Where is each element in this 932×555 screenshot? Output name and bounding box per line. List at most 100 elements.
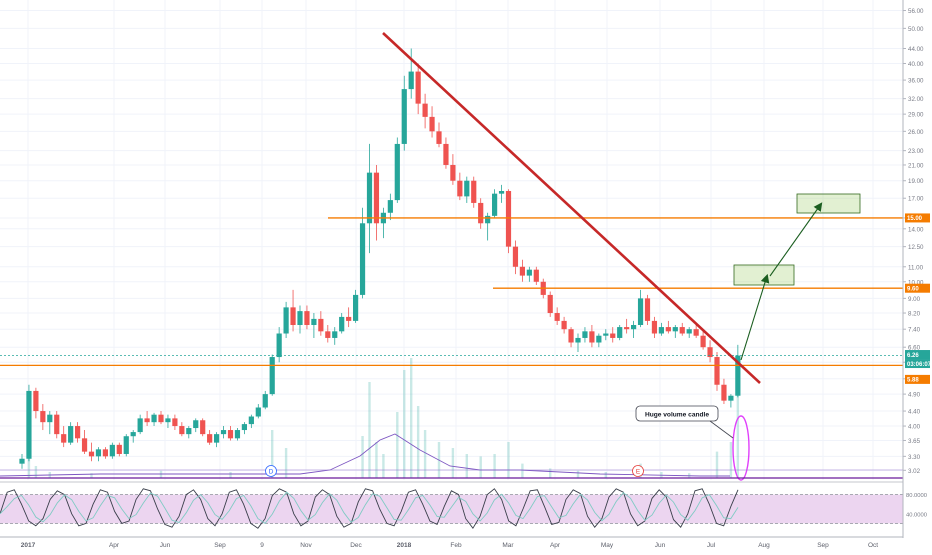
candle-body	[721, 384, 727, 401]
time-tick-label: Oct	[868, 542, 878, 549]
time-tick-label: Feb	[450, 542, 462, 549]
time-tick-label: Nov	[300, 542, 312, 549]
candle-body	[165, 418, 171, 423]
event-marker	[265, 465, 277, 477]
candle-body	[311, 318, 317, 325]
candle-body	[207, 434, 213, 443]
target-box-lower	[733, 264, 795, 286]
candle-body	[158, 414, 164, 423]
price-tick-label: 17.00	[908, 196, 924, 203]
time-tick-label: Apr	[109, 542, 120, 549]
time-tick-label: Jun	[160, 542, 171, 549]
candle-body	[290, 307, 296, 325]
target-box-upper	[796, 193, 861, 214]
price-tick-label: 44.00	[908, 46, 924, 53]
candle-body	[394, 143, 400, 201]
candle-body	[665, 327, 671, 332]
osc-k-line	[0, 488, 739, 530]
resistance-high-label-bg	[905, 213, 930, 223]
candle-body	[234, 430, 241, 439]
time-tick-label: 2017	[21, 542, 36, 549]
price-tick-label: 3.65	[908, 438, 921, 445]
candle-body	[186, 428, 192, 435]
candle-body	[589, 331, 595, 343]
candle-body	[95, 449, 102, 457]
candle-body	[651, 320, 658, 334]
candle-body	[304, 311, 310, 325]
candle-body	[617, 327, 623, 338]
candle-body	[88, 451, 95, 457]
candle-body	[631, 324, 637, 330]
resistance-mid-label: 9.60	[907, 287, 919, 293]
price-tick-label: 3.30	[908, 454, 921, 461]
candle-body	[332, 331, 338, 338]
volume-bar	[549, 468, 552, 478]
candle-body	[450, 164, 456, 181]
osc-d-line	[0, 491, 739, 525]
candle-body	[241, 424, 247, 431]
candle-body	[373, 172, 380, 224]
time-tick-label: Dec	[350, 542, 362, 549]
price-tick-label: 14.00	[908, 226, 924, 233]
last-price-label-bg	[905, 350, 930, 360]
candle-body	[471, 180, 477, 203]
price-tick-label: 19.00	[908, 178, 924, 185]
candle-body	[61, 434, 67, 443]
downtrend-line	[382, 32, 761, 384]
candle-body	[137, 418, 143, 433]
candle-body	[366, 172, 373, 224]
price-tick-label: 56.00	[908, 8, 924, 15]
candle-body	[637, 298, 644, 325]
countdown-label-bg	[905, 359, 930, 369]
candle-body	[644, 298, 651, 321]
candle-body	[68, 426, 74, 443]
volume-bar	[382, 454, 385, 478]
volume-bar	[403, 370, 406, 478]
candle-body	[227, 430, 234, 439]
volume-bar	[604, 472, 607, 478]
candle-body	[693, 329, 699, 336]
price-tick-label: 6.60	[908, 345, 921, 352]
annotation-pointer	[709, 420, 734, 439]
volume-bar	[423, 430, 427, 478]
candle-body	[401, 89, 407, 144]
candle-body	[415, 71, 421, 104]
candle-body	[505, 190, 512, 247]
annotation-box	[635, 405, 719, 422]
event-marker-label: D	[269, 468, 274, 475]
candle-body	[464, 180, 470, 197]
candle-body	[526, 269, 532, 276]
candle-body	[429, 116, 435, 132]
volume-bar	[361, 436, 364, 478]
price-tick-label: 32.00	[908, 96, 924, 103]
candle-body	[346, 316, 352, 321]
volume-bar	[479, 456, 482, 478]
volume-bar	[410, 358, 413, 478]
volume-bar	[465, 454, 468, 478]
volume-bar	[507, 442, 510, 478]
support-label-bg	[905, 374, 930, 384]
annotation-text: Huge volume candle	[645, 412, 709, 419]
time-tick-label: Mar	[502, 542, 514, 549]
candle-body	[26, 390, 32, 459]
candle-body	[269, 357, 275, 395]
volume-bar	[396, 412, 399, 478]
candle-body	[325, 331, 331, 338]
candle-body	[658, 327, 664, 334]
candle-body	[33, 390, 39, 412]
volume-bar	[729, 442, 733, 478]
volume-ma-line	[0, 433, 730, 477]
volume-bar	[90, 473, 93, 478]
candle-body	[478, 202, 484, 224]
arrow-to-upper-target	[769, 202, 823, 277]
candle-body	[179, 426, 185, 435]
candle-body	[255, 407, 261, 417]
candle-body	[533, 269, 539, 282]
candle-body	[109, 444, 115, 457]
candle-body	[297, 311, 303, 325]
volume-bar	[576, 470, 580, 478]
volume-bar	[284, 448, 288, 478]
